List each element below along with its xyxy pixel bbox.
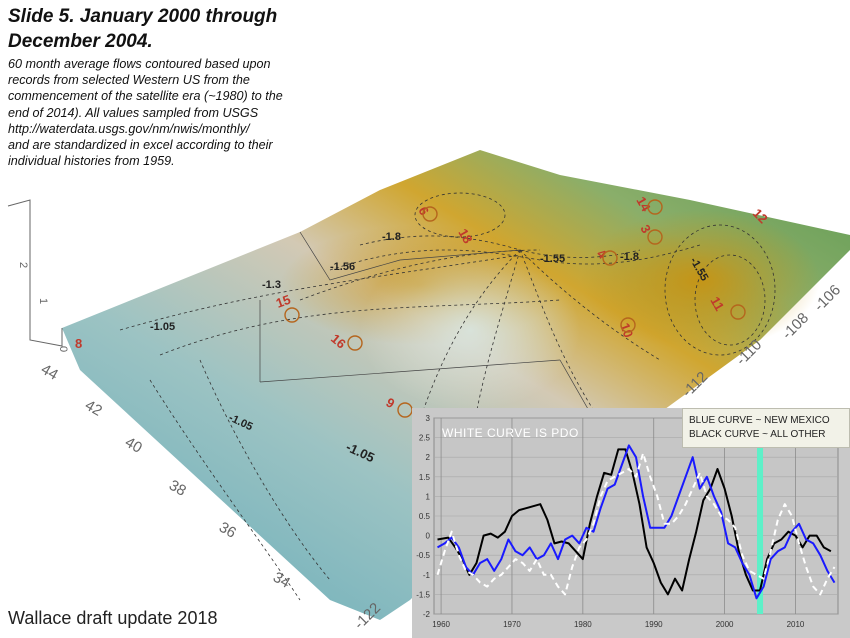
x-tick-label: 2010 [787, 620, 805, 629]
contour-label: -1.05 [150, 321, 175, 333]
series-line-2 [436, 452, 836, 596]
y-tick-label: 1 [426, 492, 431, 501]
chart-legend: BLUE CURVE ~ NEW MEXICO BLACK CURVE ~ AL… [682, 408, 850, 448]
x-tick-label: 1970 [503, 620, 521, 629]
contour-label: -1.56 [330, 261, 355, 273]
description-line: end of 2014). All values sampled from US… [8, 105, 259, 120]
x-tick-label: 1960 [432, 620, 450, 629]
y-tick-label: 0 [426, 532, 431, 541]
y-tick-label: 3 [426, 414, 431, 423]
description-line: commencement of the satellite era (~1980… [8, 89, 283, 104]
y-tick-label: 2.5 [419, 434, 431, 443]
y-tick-label: -0.5 [416, 551, 430, 560]
x-tick-label: 2000 [716, 620, 734, 629]
series-line-1 [437, 444, 836, 600]
station-label: 10 [617, 321, 636, 340]
y-tick-label: -2 [423, 610, 431, 619]
z-label: 1 [37, 298, 49, 304]
map-contours [119, 192, 776, 601]
slide-title-line: December 2004. [8, 31, 153, 52]
legend-black: BLACK CURVE ~ ALL OTHER [689, 429, 826, 440]
lat-label: 44 [38, 361, 61, 384]
z-label: 2 [17, 262, 29, 268]
lat-label: 38 [166, 477, 189, 500]
x-tick-label: 1990 [645, 620, 663, 629]
slide-title: Slide 5. January 2000 through December 2… [8, 4, 338, 54]
lat-label: 34 [270, 569, 293, 592]
x-tick-label: 1980 [574, 620, 592, 629]
station-label: 11 [707, 294, 727, 313]
slide-description: 60 month average flows contoured based u… [8, 56, 348, 169]
description-line: 60 month average flows contoured based u… [8, 57, 271, 71]
footer-note: Wallace draft update 2018 [8, 608, 218, 628]
y-tick-label: 1.5 [419, 473, 431, 482]
y-tick-label: 2 [426, 453, 431, 462]
description-line: and are standardized in excel according … [8, 138, 273, 153]
description-line: individual histories from 1959. [8, 154, 175, 169]
series-line-0 [437, 448, 832, 596]
map-high-region [580, 210, 820, 350]
slide-title-line: Slide 5. January 2000 through [8, 6, 278, 27]
lat-label: 42 [82, 397, 105, 420]
contour-label: -1.3 [262, 279, 281, 291]
z-label: 0 [57, 346, 69, 352]
lat-label: 36 [216, 519, 239, 542]
y-tick-label: -1.5 [416, 590, 430, 599]
pdo-label: WHITE CURVE IS PDO [442, 426, 579, 440]
contour-label: -1.8 [382, 231, 401, 243]
map-station-markers [284, 199, 746, 418]
map-zaxis [7, 199, 63, 347]
station-label: 8 [75, 336, 82, 351]
y-tick-label: 0.5 [419, 512, 431, 521]
legend-blue: BLUE CURVE ~ NEW MEXICO [689, 415, 830, 426]
y-tick-label: -1 [423, 571, 431, 580]
station-label: 18 [455, 226, 475, 246]
map-pale-region [360, 250, 580, 410]
contour-label: -1.55 [540, 253, 565, 265]
description-line: http://waterdata.usgs.gov/nm/nwis/monthl… [8, 121, 250, 136]
lat-label: 40 [122, 434, 145, 457]
inset-chart: 3 2.5 2 1.5 1 0.5 0 -0.5 -1 -1.5 -2 1960 1970 1980 199… [412, 408, 850, 638]
contour-label: -1.8 [620, 251, 639, 263]
station-label: 15 [274, 292, 293, 311]
description-line: records from selected Western US from th… [8, 73, 250, 88]
